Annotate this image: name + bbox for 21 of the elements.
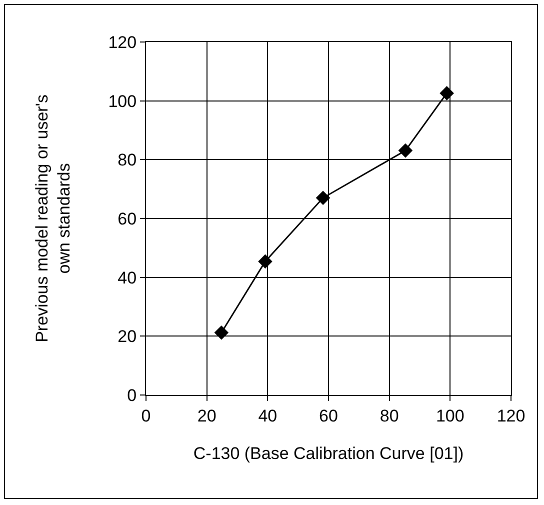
x-tick-label: 120 xyxy=(496,406,526,426)
x-tick-label: 0 xyxy=(141,406,151,426)
x-tick-label: 20 xyxy=(197,406,216,426)
y-axis-title: Previous model reading or user's own standards xyxy=(32,94,74,342)
point xyxy=(258,254,272,269)
y-tick-label: 100 xyxy=(108,92,137,111)
y-tick-label: 80 xyxy=(118,150,137,170)
y-tick-label: 120 xyxy=(108,32,137,52)
point xyxy=(214,325,229,340)
x-tick-label: 100 xyxy=(436,406,464,426)
point xyxy=(398,143,413,158)
x-tick-label: 40 xyxy=(258,406,278,426)
point xyxy=(316,190,330,206)
y-tick-label: 0 xyxy=(127,386,137,405)
x-tick-label: 80 xyxy=(380,406,399,426)
y-tick-label: 60 xyxy=(118,209,137,228)
point xyxy=(440,86,454,100)
x-tick-label: 60 xyxy=(319,406,338,426)
x-axis-title: C-130 (Base Calibration Curve [01]) xyxy=(193,444,464,463)
y-tick-label: 40 xyxy=(118,268,137,288)
y-tick-label: 20 xyxy=(118,327,137,346)
